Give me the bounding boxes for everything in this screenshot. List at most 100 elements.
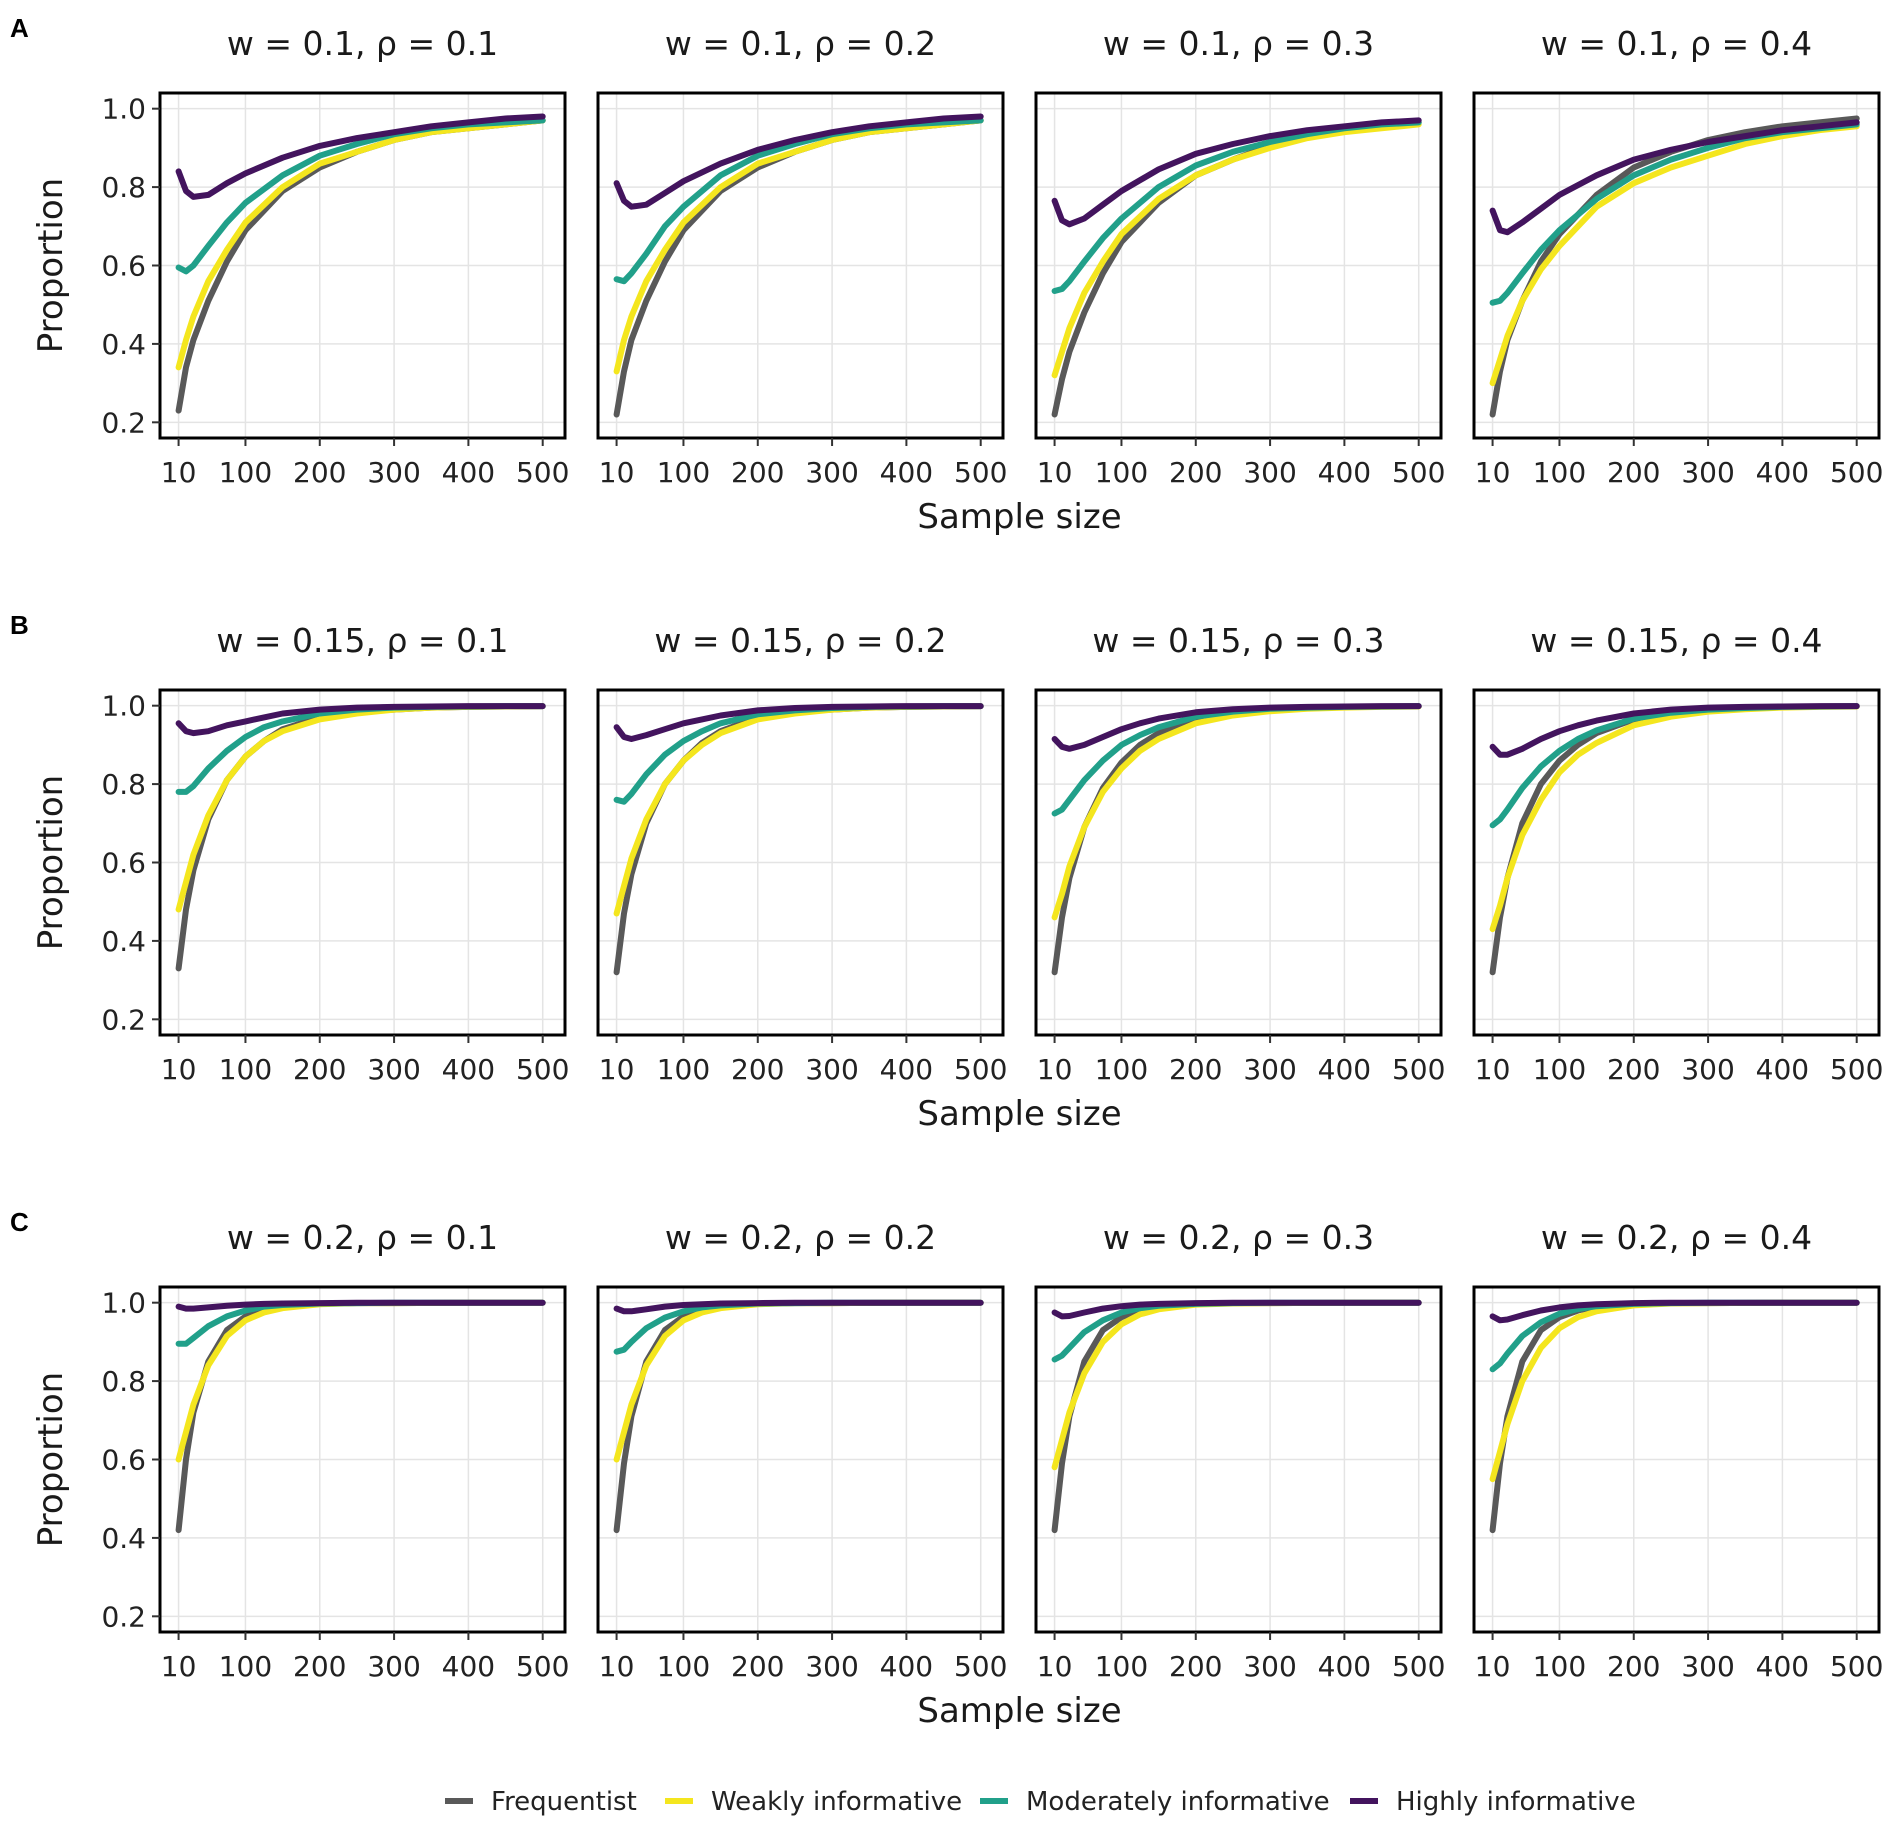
x-tick-label: 100 [1095, 1053, 1148, 1086]
x-tick-label: 200 [293, 1650, 346, 1683]
x-tick-label: 400 [442, 456, 495, 489]
panel-letter: B [10, 610, 29, 640]
x-tick-label: 500 [516, 1053, 569, 1086]
y-tick-label: 0.4 [101, 1522, 146, 1555]
x-tick-label: 400 [1756, 1650, 1809, 1683]
x-tick-label: 300 [805, 1650, 858, 1683]
x-tick-label: 100 [219, 1053, 272, 1086]
facet-title: w = 0.15, ρ = 0.3 [1092, 621, 1384, 660]
facet-title: w = 0.1, ρ = 0.3 [1103, 24, 1374, 63]
series-line-moderately-informative [1051, 1299, 1422, 1363]
x-tick-label: 10 [599, 1053, 635, 1086]
x-tick-label: 10 [599, 456, 635, 489]
legend-item-weakly-informative: Weakly informative [665, 1787, 962, 1817]
x-tick-label: 500 [1830, 456, 1883, 489]
series-line-weakly-informative [1489, 123, 1860, 387]
series-line-weakly-informative [613, 117, 984, 375]
y-tick-label: 0.8 [101, 171, 146, 204]
series-line-highly-informative [613, 703, 984, 742]
x-tick-label: 100 [1533, 456, 1586, 489]
panel-border [1034, 688, 1443, 1037]
x-tick-label: 200 [1607, 1650, 1660, 1683]
x-tick-label: 200 [731, 1650, 784, 1683]
y-tick-label: 0.6 [101, 1444, 146, 1477]
x-tick-label: 300 [1681, 1650, 1734, 1683]
series-line-frequentist [613, 1299, 984, 1534]
panel-border [1472, 1285, 1881, 1634]
x-tick-label: 400 [1756, 456, 1809, 489]
x-tick-label: 400 [880, 1650, 933, 1683]
facet-panel: w = 0.2, ρ = 0.3 10 100 200 300 400 500 [1034, 1218, 1445, 1683]
x-tick-label: 100 [219, 1650, 272, 1683]
x-tick-label: 300 [367, 456, 420, 489]
y-tick-label: 0.4 [101, 328, 146, 361]
legend-item-moderately-informative: Moderately informative [980, 1787, 1330, 1817]
legend: Frequentist Weakly informative Moderately … [445, 1787, 1636, 1817]
y-axis-title: Proportion [31, 775, 71, 950]
x-tick-label: 200 [1607, 1053, 1660, 1086]
facet-title: w = 0.15, ρ = 0.4 [1530, 621, 1822, 660]
x-axis-title: Sample size [917, 1691, 1121, 1731]
x-tick-label: 100 [657, 456, 710, 489]
x-tick-label: 200 [731, 1053, 784, 1086]
facet-title: w = 0.2, ρ = 0.4 [1541, 1218, 1812, 1257]
facet-panel: w = 0.15, ρ = 0.4 10 100 200 300 400 500 [1472, 621, 1883, 1086]
x-tick-label: 10 [1475, 456, 1511, 489]
facet-title: w = 0.1, ρ = 0.1 [227, 24, 498, 63]
panel-border [1472, 91, 1881, 440]
series-line-weakly-informative [175, 117, 546, 371]
x-tick-label: 200 [1607, 456, 1660, 489]
series-line-moderately-informative [175, 703, 546, 795]
legend-label: Frequentist [491, 1787, 637, 1817]
x-tick-label: 400 [880, 1053, 933, 1086]
panel-letter: A [10, 13, 29, 43]
legend-label: Moderately informative [1026, 1787, 1330, 1817]
facet-panel: w = 0.15, ρ = 0.1 10 100 200 300 400 500 0.2 0.4… [101, 621, 569, 1086]
facet-title: w = 0.1, ρ = 0.4 [1541, 24, 1812, 63]
x-tick-label: 300 [805, 456, 858, 489]
x-tick-label: 300 [1243, 1053, 1296, 1086]
x-tick-label: 10 [599, 1650, 635, 1683]
x-tick-label: 500 [1830, 1053, 1883, 1086]
series-line-weakly-informative [175, 703, 546, 913]
x-tick-label: 500 [1830, 1650, 1883, 1683]
panel-border [1472, 688, 1881, 1037]
y-axis-title: Proportion [31, 178, 71, 353]
x-tick-label: 10 [161, 456, 197, 489]
series-line-moderately-informative [1051, 703, 1422, 817]
x-tick-label: 10 [1037, 1650, 1073, 1683]
series-line-weakly-informative [1051, 121, 1422, 379]
series-line-weakly-informative [1489, 703, 1860, 933]
y-axis-title: Proportion [31, 1372, 71, 1547]
panel-border [1034, 1285, 1443, 1634]
series-line-highly-informative [175, 113, 546, 200]
x-tick-label: 200 [1169, 1053, 1222, 1086]
y-tick-label: 0.6 [101, 250, 146, 283]
y-tick-label: 0.6 [101, 847, 146, 880]
x-tick-label: 10 [1475, 1053, 1511, 1086]
facet-title: w = 0.2, ρ = 0.3 [1103, 1218, 1374, 1257]
x-tick-label: 300 [367, 1053, 420, 1086]
facet-title: w = 0.1, ρ = 0.2 [665, 24, 936, 63]
series-line-highly-informative [1051, 703, 1422, 752]
x-tick-label: 100 [657, 1650, 710, 1683]
series-line-highly-informative [613, 113, 984, 210]
series-line-highly-informative [1489, 119, 1860, 236]
x-tick-label: 400 [1318, 456, 1371, 489]
x-tick-label: 500 [1392, 1650, 1445, 1683]
legend-label: Highly informative [1396, 1787, 1636, 1817]
x-tick-label: 400 [1318, 1053, 1371, 1086]
y-tick-label: 1.0 [101, 93, 146, 126]
series-line-frequentist [175, 1299, 546, 1534]
x-tick-label: 500 [516, 1650, 569, 1683]
series-line-moderately-informative [613, 703, 984, 805]
x-tick-label: 200 [293, 1053, 346, 1086]
y-tick-label: 0.2 [101, 1600, 146, 1633]
x-tick-label: 100 [1095, 456, 1148, 489]
panel-letter: C [10, 1207, 29, 1237]
series-line-highly-informative [1489, 1299, 1860, 1324]
facet-panel: w = 0.2, ρ = 0.4 10 100 200 300 400 500 [1472, 1218, 1883, 1683]
